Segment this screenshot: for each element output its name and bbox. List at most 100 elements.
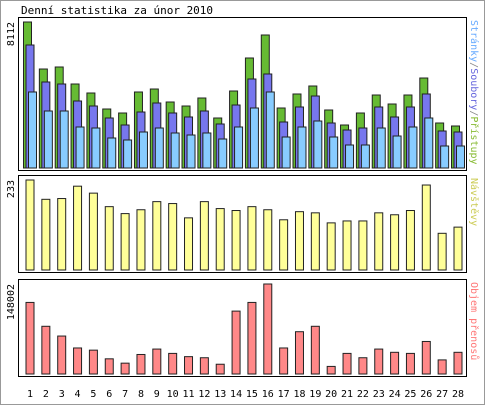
x-tick-label: 7 xyxy=(122,389,128,400)
bar xyxy=(234,126,244,169)
x-tick-label: 17 xyxy=(278,389,290,400)
x-tick-label: 3 xyxy=(59,389,65,400)
x-tick-label: 8 xyxy=(138,389,144,400)
x-tick-label: 12 xyxy=(198,389,210,400)
panel-frame xyxy=(18,279,467,377)
bar xyxy=(421,184,431,271)
bar xyxy=(57,198,67,271)
bar xyxy=(313,120,323,169)
x-tick-label: 11 xyxy=(182,389,194,400)
bar xyxy=(184,356,194,375)
bar xyxy=(152,201,162,271)
y-tick-label: 148002 xyxy=(6,284,17,320)
x-tick-label: 10 xyxy=(167,389,179,400)
bar xyxy=(342,352,352,375)
bar xyxy=(104,358,114,375)
bar xyxy=(104,206,114,271)
bar xyxy=(456,145,465,169)
bar xyxy=(294,331,304,375)
bar xyxy=(75,126,85,169)
bar xyxy=(263,209,273,271)
x-tick-label: 21 xyxy=(341,389,353,400)
x-tick-label: 23 xyxy=(373,389,385,400)
bar xyxy=(390,351,400,375)
bar xyxy=(184,217,194,271)
bar xyxy=(326,365,336,375)
chart-title: Denní statistika za únor 2010 xyxy=(21,4,213,17)
bar xyxy=(405,210,415,271)
bar xyxy=(297,126,307,169)
bar xyxy=(168,352,178,375)
bar xyxy=(310,212,320,271)
y-tick-label: 233 xyxy=(6,180,17,198)
bar xyxy=(186,134,196,169)
x-tick-label: 1 xyxy=(27,389,33,400)
bar xyxy=(424,117,434,169)
bar xyxy=(91,127,101,169)
bar xyxy=(408,126,418,169)
legend: Stránky/Soubory/Přístupy xyxy=(468,20,480,165)
legend-entry: Soubory xyxy=(468,68,479,110)
bar xyxy=(199,357,209,375)
x-tick-label: 25 xyxy=(404,389,416,400)
bar xyxy=(374,348,384,375)
bar xyxy=(231,210,241,271)
bar xyxy=(73,347,83,375)
bar xyxy=(88,192,98,271)
x-tick-label: 13 xyxy=(214,389,226,400)
x-tick-label: 26 xyxy=(420,389,432,400)
x-tick-label: 28 xyxy=(452,389,464,400)
bar xyxy=(25,179,35,271)
bar xyxy=(120,362,130,375)
x-tick-label: 5 xyxy=(90,389,96,400)
x-tick-label: 18 xyxy=(293,389,305,400)
bar xyxy=(247,206,257,271)
bar xyxy=(136,353,146,375)
legend-separator: / xyxy=(468,62,479,68)
bar xyxy=(107,137,117,169)
bar xyxy=(279,219,289,271)
x-tick-label: 9 xyxy=(154,389,160,400)
bar xyxy=(199,201,209,271)
bar xyxy=(440,145,450,169)
bar xyxy=(41,198,51,271)
bar xyxy=(73,185,83,271)
bar xyxy=(358,220,368,271)
bar xyxy=(421,340,431,375)
bar xyxy=(136,209,146,271)
bar xyxy=(43,110,53,169)
bar xyxy=(138,131,148,169)
bar xyxy=(215,208,225,271)
bar xyxy=(405,352,415,375)
bar xyxy=(57,335,67,375)
bar xyxy=(281,136,291,169)
x-tick-label: 20 xyxy=(325,389,337,400)
x-tick-label: 24 xyxy=(389,389,401,400)
legend-entry: Objem přenosů xyxy=(468,282,480,360)
legend-entry: Přístupy xyxy=(468,116,480,164)
y-tick-label: 8112 xyxy=(6,22,17,46)
bar xyxy=(437,359,447,375)
legend: Návštěvy xyxy=(468,178,480,226)
bar xyxy=(218,138,228,169)
x-tick-label: 19 xyxy=(309,389,321,400)
bar xyxy=(123,139,133,169)
x-tick-label: 15 xyxy=(246,389,258,400)
bar xyxy=(345,144,355,169)
bar xyxy=(358,357,368,375)
bar xyxy=(154,127,164,169)
bar xyxy=(294,211,304,271)
bar xyxy=(453,351,463,375)
bar xyxy=(376,127,386,169)
bar xyxy=(390,214,400,271)
legend: Objem přenosů xyxy=(468,282,480,360)
legend-separator: / xyxy=(468,110,479,116)
x-tick-label: 4 xyxy=(75,389,81,400)
legend-entry: Stránky xyxy=(468,20,480,62)
bar xyxy=(152,348,162,375)
bar xyxy=(329,136,339,169)
x-tick-label: 16 xyxy=(262,389,274,400)
bar xyxy=(25,301,35,375)
x-tick-label: 14 xyxy=(230,389,242,400)
